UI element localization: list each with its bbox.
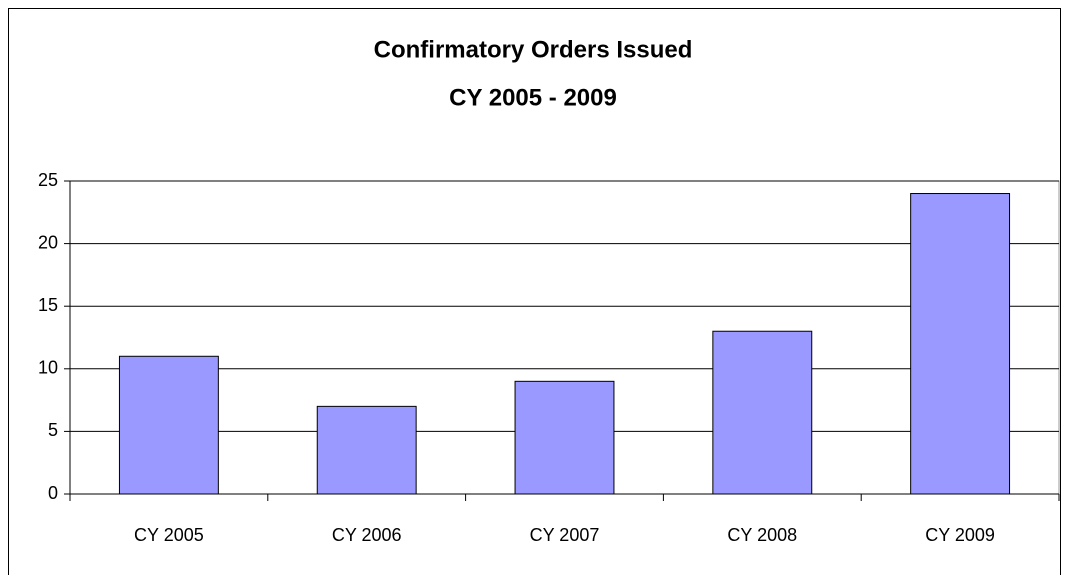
y-tick-label: 0 [48, 483, 58, 503]
y-tick-label: 10 [38, 358, 58, 378]
bar [316, 405, 417, 495]
x-tick-label: CY 2009 [925, 525, 995, 545]
bar [910, 193, 1011, 495]
chart-title: Confirmatory Orders Issued [374, 36, 693, 63]
x-tick-label: CY 2007 [530, 525, 600, 545]
y-tick-label: 15 [38, 295, 58, 315]
y-tick-label: 20 [38, 232, 58, 252]
x-tick-label: CY 2008 [727, 525, 797, 545]
y-tick-label: 5 [48, 420, 58, 440]
bar [118, 355, 219, 495]
y-tick-label: 25 [38, 170, 58, 190]
x-tick-label: CY 2005 [134, 525, 204, 545]
bar [712, 330, 813, 495]
bar [514, 380, 615, 495]
x-tick-label: CY 2006 [332, 525, 402, 545]
chart-subtitle: CY 2005 - 2009 [449, 84, 617, 111]
